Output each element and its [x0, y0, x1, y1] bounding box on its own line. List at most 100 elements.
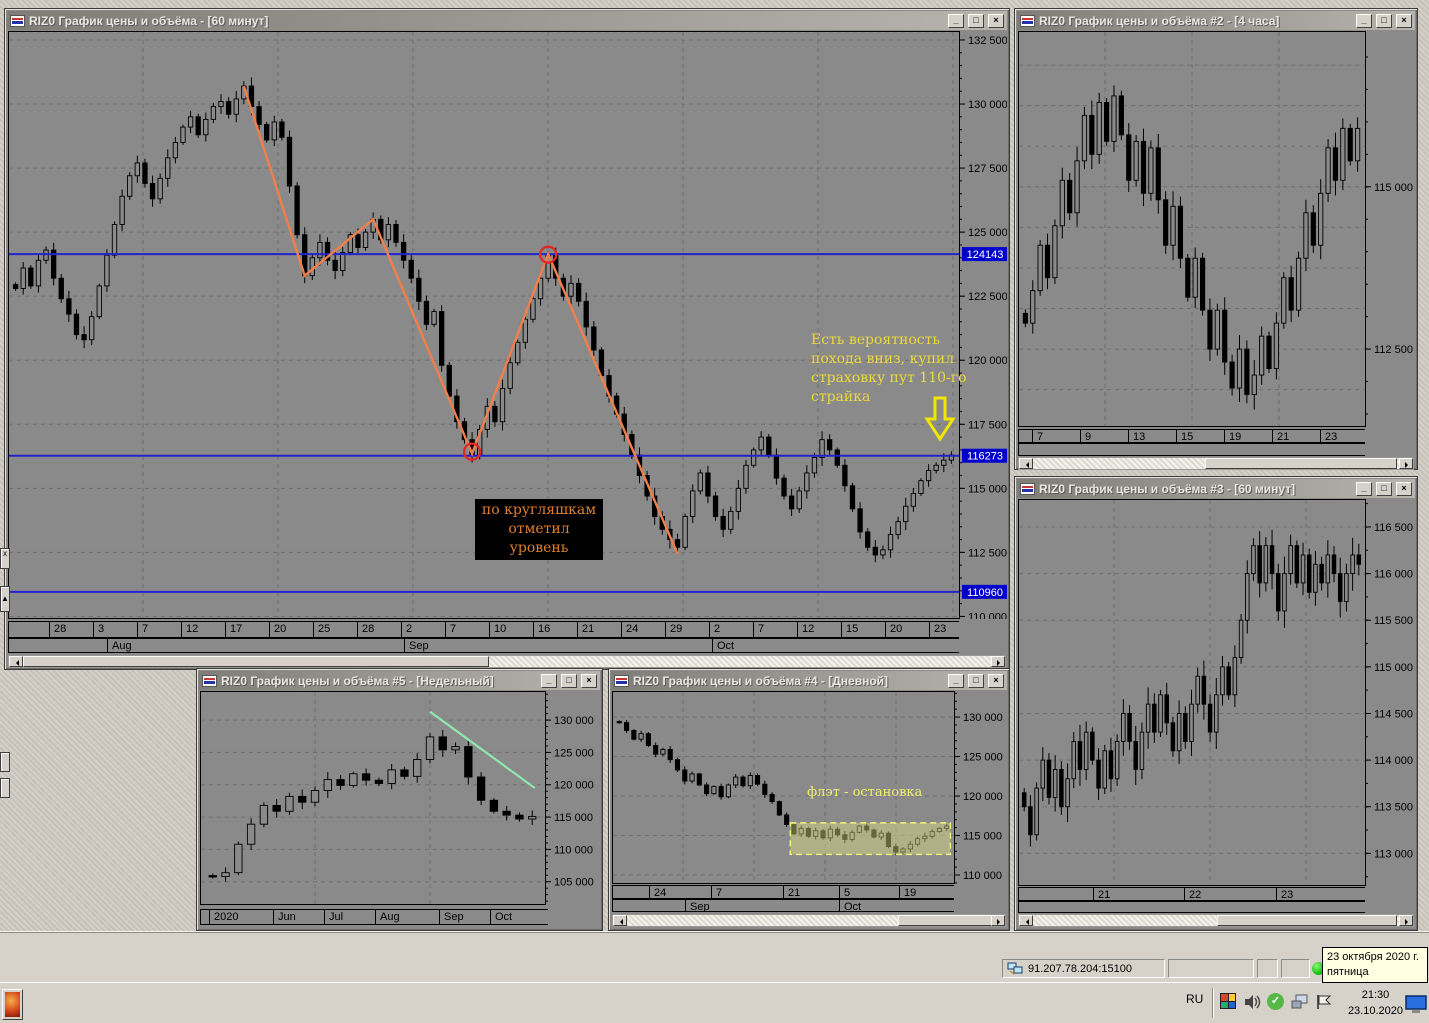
x-axis-months: Sep Oct [612, 899, 954, 912]
chart-window-icon [1020, 482, 1035, 495]
connection-panel: 91.207.78.204:15100 [1002, 959, 1165, 978]
svg-text:115 000: 115 000 [963, 831, 1002, 843]
window-price-volume-4h: RIZ0 График цены и объёма #2 - [4 часа] … [1014, 8, 1418, 470]
close-button[interactable]: × [581, 673, 597, 688]
scroll-thumb[interactable] [1217, 915, 1397, 926]
svg-text:130 000: 130 000 [963, 712, 1003, 724]
maximize-button[interactable]: □ [968, 13, 984, 28]
x-axis-months: Aug Sep Oct [8, 638, 959, 653]
language-indicator[interactable]: RU [1186, 992, 1204, 1006]
taskbar: RU ✓ 21:30 23.10.2020 [0, 982, 1429, 1023]
svg-text:115 000: 115 000 [968, 483, 1007, 495]
minimize-button[interactable]: _ [1356, 481, 1372, 496]
window-price-volume-60min-3: RIZ0 График цены и объёма #3 - [60 минут… [1014, 476, 1418, 931]
down-arrow-icon [924, 396, 956, 442]
scroll-thumb[interactable] [23, 656, 489, 667]
status-panel [1281, 959, 1310, 978]
background-window-fragment [0, 778, 10, 798]
titlebar[interactable]: RIZ0 График цены и объёма #2 - [4 часа] … [1017, 11, 1415, 30]
svg-text:115 000: 115 000 [1374, 662, 1413, 674]
scroll-left-icon[interactable] [9, 656, 23, 667]
maximize-button[interactable]: □ [1376, 481, 1392, 496]
h-scrollbar[interactable] [8, 655, 1006, 668]
minimize-button[interactable]: _ [541, 673, 557, 688]
svg-text:115 500: 115 500 [1374, 615, 1413, 627]
titlebar[interactable]: RIZ0 График цены и объёма #3 - [60 минут… [1017, 479, 1415, 498]
status-panel [1168, 959, 1254, 978]
maximize-button[interactable]: □ [968, 673, 984, 688]
minimize-button[interactable]: _ [948, 673, 964, 688]
svg-text:115 000: 115 000 [1374, 182, 1413, 194]
x-axis-months [1018, 901, 1365, 913]
h-scrollbar[interactable] [1018, 914, 1414, 927]
scroll-left-icon[interactable] [613, 915, 627, 926]
close-button[interactable]: × [988, 13, 1004, 28]
h-scrollbar[interactable] [612, 914, 1006, 927]
titlebar[interactable]: RIZ0 График цены и объёма #5 - [Недельны… [199, 671, 600, 690]
speaker-icon[interactable] [1243, 993, 1261, 1011]
date-tooltip: 23 октября 2020 г. пятница [1322, 947, 1428, 983]
cube-tray-icon[interactable] [1220, 993, 1236, 1009]
minimize-button[interactable]: _ [948, 13, 964, 28]
close-button[interactable]: × [1396, 481, 1412, 496]
x-axis-dates: 21 22 23 [1018, 887, 1365, 901]
scroll-thumb[interactable] [898, 915, 992, 926]
svg-text:122 500: 122 500 [968, 291, 1007, 303]
window-title: RIZ0 График цены и объёма #5 - [Недельны… [221, 673, 494, 688]
svg-text:113 500: 113 500 [1374, 802, 1413, 814]
scroll-right-icon[interactable] [1399, 458, 1413, 469]
window-title: RIZ0 График цены и объёма #2 - [4 часа] [1039, 13, 1280, 28]
candlestick-chart-daily: 130 000 125 000 120 000 115 000 110 000 [612, 691, 1003, 884]
svg-text:110 000: 110 000 [554, 844, 593, 856]
close-button[interactable]: × [1396, 13, 1412, 28]
scroll-left-icon[interactable] [1019, 458, 1033, 469]
flag-tray-icon[interactable] [1315, 993, 1333, 1011]
svg-text:116273: 116273 [967, 451, 1003, 463]
titlebar[interactable]: RIZ0 График цены и объёма #4 - [Дневной]… [611, 671, 1007, 690]
network-tray-icon[interactable] [1291, 993, 1309, 1011]
monitor-icon[interactable] [1405, 995, 1427, 1015]
tray-divider [1212, 988, 1214, 1018]
scroll-right-icon[interactable] [991, 656, 1005, 667]
candlestick-chart-4h: 115 000 112 500 [1018, 31, 1413, 427]
scroll-left-icon[interactable] [1019, 915, 1033, 926]
x-axis-dates: 7 9 13 15 19 21 23 [1018, 429, 1365, 443]
network-icon [1007, 962, 1023, 974]
scroll-right-icon[interactable] [991, 915, 1005, 926]
close-button[interactable]: × [988, 673, 1004, 688]
svg-text:113 000: 113 000 [1374, 848, 1413, 860]
scroll-thumb[interactable] [1205, 458, 1397, 469]
svg-text:105 000: 105 000 [554, 877, 594, 889]
app-icon [5, 992, 20, 1017]
svg-text:125 000: 125 000 [554, 747, 594, 759]
taskbar-app-button[interactable] [2, 989, 23, 1020]
trade-annotation: Есть вероятность похода вниз, купил стра… [811, 332, 967, 405]
level-note: по кругляшкам отметил уровень [475, 499, 603, 560]
antivirus-check-icon[interactable]: ✓ [1267, 993, 1284, 1010]
svg-text:112 500: 112 500 [968, 547, 1007, 559]
status-panel [1257, 959, 1278, 978]
h-scrollbar[interactable] [1018, 457, 1414, 470]
scroll-right-icon[interactable] [1399, 915, 1413, 926]
chart-window-icon [614, 674, 629, 687]
background-window-close-fragment[interactable]: x [0, 548, 10, 569]
clock[interactable]: 21:30 23.10.2020 [1348, 987, 1403, 1019]
svg-text:110960: 110960 [967, 587, 1003, 599]
window-price-volume-60min: RIZ0 График цены и объёма - [60 минут] _… [4, 8, 1010, 670]
time: 21:30 [1361, 989, 1390, 1001]
minimize-button[interactable]: _ [1356, 13, 1372, 28]
candlestick-chart-weekly: 130 000 125 000 120 000 115 000 110 000 105 0… [200, 691, 594, 905]
window-price-volume-daily: RIZ0 График цены и объёма #4 - [Дневной]… [608, 668, 1010, 931]
chart-window-icon [1020, 14, 1035, 27]
titlebar[interactable]: RIZ0 График цены и объёма - [60 минут] _… [7, 11, 1007, 30]
x-axis-dates: 28 3 7 12 17 20 25 28 2 7 10 16 21 24 29 2 7 12 15 20 23 [8, 621, 959, 638]
maximize-button[interactable]: □ [561, 673, 577, 688]
maximize-button[interactable]: □ [1376, 13, 1392, 28]
svg-text:124143: 124143 [967, 249, 1004, 261]
window-title: RIZ0 График цены и объёма #4 - [Дневной] [633, 673, 889, 688]
x-axis-dates: 24 7 21 5 19 [612, 885, 954, 899]
background-window-scroll-fragment[interactable]: ▲ [0, 586, 10, 612]
svg-text:130 000: 130 000 [968, 99, 1007, 111]
svg-text:120 000: 120 000 [554, 780, 594, 792]
